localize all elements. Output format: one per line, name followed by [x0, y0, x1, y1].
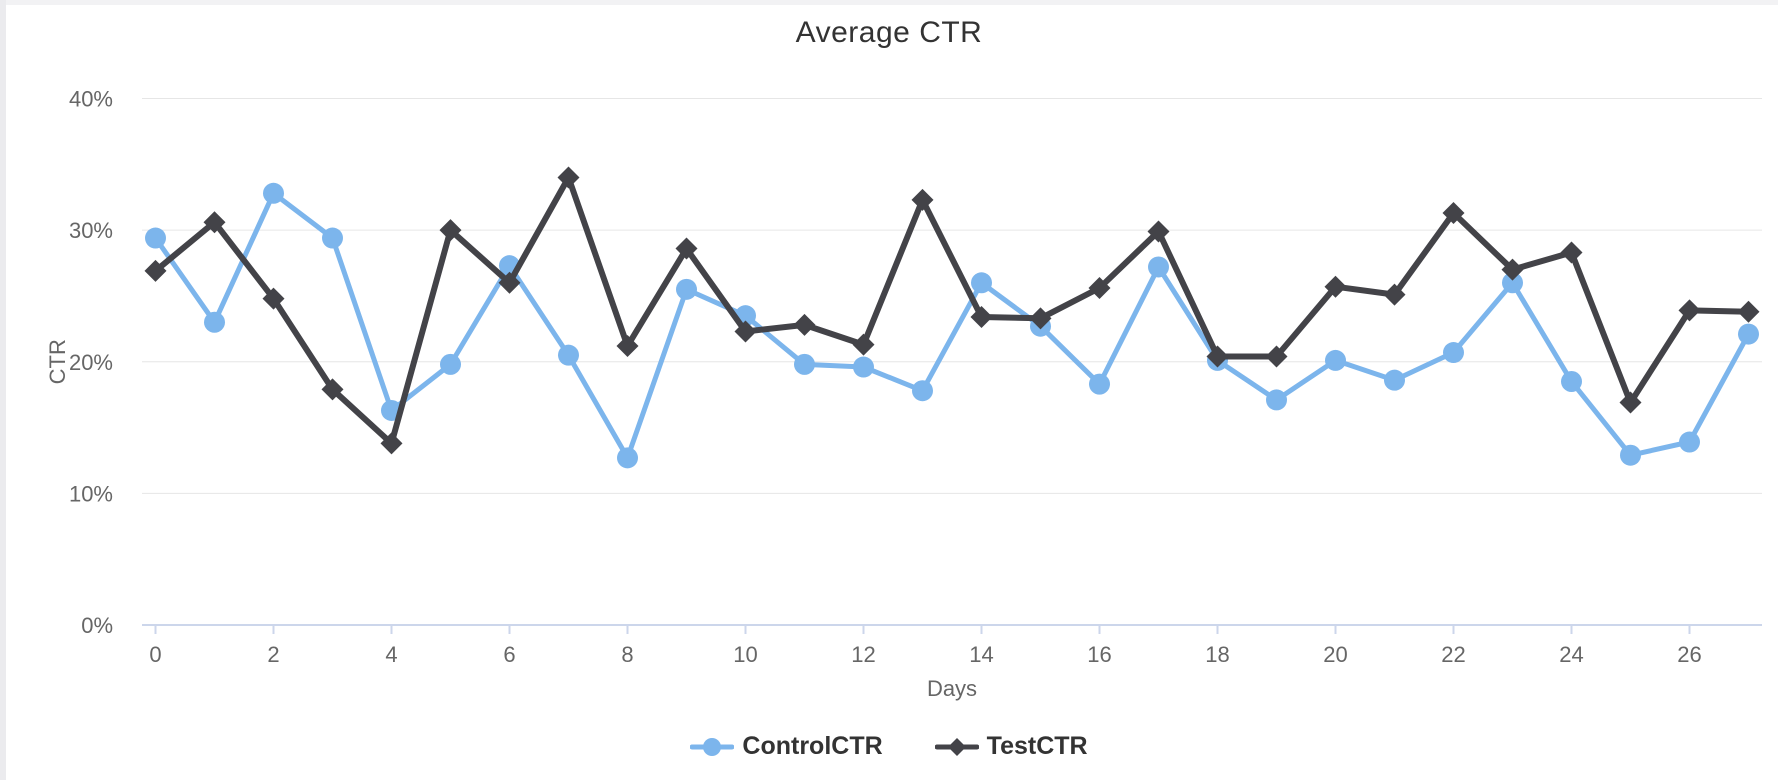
marker-testctr-day-1[interactable]: [203, 211, 226, 234]
marker-testctr-day-23[interactable]: [1501, 258, 1524, 281]
panel-edge-left: [0, 0, 6, 780]
marker-testctr-day-25[interactable]: [1619, 391, 1642, 414]
marker-testctr-day-12[interactable]: [852, 333, 875, 356]
marker-controlctr-day-3[interactable]: [322, 227, 343, 249]
marker-controlctr-day-17[interactable]: [1148, 256, 1169, 278]
x-tick-label-6: 6: [503, 642, 515, 667]
marker-testctr-day-21[interactable]: [1383, 283, 1406, 306]
plot-svg: 0 2 4 6 8 10 12 14 16 18 20 22 24 260%10%20%30%40%Day…: [45, 87, 1762, 701]
marker-testctr-day-26[interactable]: [1678, 299, 1701, 322]
x-tick-label-8: 8: [621, 642, 633, 667]
marker-testctr-day-17[interactable]: [1147, 220, 1170, 243]
marker-testctr-day-14[interactable]: [970, 305, 993, 328]
marker-testctr-day-16[interactable]: [1088, 277, 1111, 300]
marker-testctr-day-24[interactable]: [1560, 241, 1583, 264]
marker-controlctr-day-19[interactable]: [1266, 389, 1287, 411]
marker-testctr-day-2[interactable]: [262, 287, 285, 310]
y-axis-title: CTR: [45, 339, 70, 384]
marker-testctr-day-27[interactable]: [1737, 300, 1760, 323]
series-line-controlctr: [153, 190, 1751, 461]
panel-edge-top: [0, 0, 1778, 5]
legend: ControlCTR TestCTR: [0, 732, 1778, 761]
marker-controlctr-day-5[interactable]: [440, 353, 461, 375]
legend-label-testctr: TestCTR: [986, 732, 1088, 760]
marker-testctr-day-18[interactable]: [1206, 345, 1229, 368]
x-tick-label-2: 2: [267, 642, 279, 667]
y-tick-label-20: 20%: [69, 350, 113, 375]
testctr-legend-marker-icon: [934, 737, 979, 756]
marker-testctr-day-7[interactable]: [557, 166, 580, 189]
marker-testctr-day-6[interactable]: [498, 271, 521, 294]
marker-controlctr-day-11[interactable]: [794, 353, 815, 375]
y-tick-label-40: 40%: [69, 87, 113, 112]
marker-controlctr-day-26[interactable]: [1679, 431, 1700, 453]
marker-testctr-day-5[interactable]: [439, 219, 462, 242]
legend-item-controlctr[interactable]: ControlCTR: [690, 732, 883, 761]
marker-controlctr-day-25[interactable]: [1620, 444, 1641, 466]
marker-controlctr-day-22[interactable]: [1443, 342, 1464, 364]
marker-controlctr-day-13[interactable]: [912, 380, 933, 402]
marker-controlctr-day-21[interactable]: [1384, 369, 1405, 391]
marker-testctr-day-15[interactable]: [1029, 307, 1052, 330]
marker-controlctr-day-27[interactable]: [1738, 323, 1759, 345]
marker-testctr-day-9[interactable]: [675, 237, 698, 260]
marker-testctr-day-4[interactable]: [380, 432, 403, 455]
x-tick-label-18: 18: [1205, 642, 1229, 667]
x-tick-label-20: 20: [1323, 642, 1347, 667]
controlctr-legend-marker-icon: [690, 737, 735, 756]
marker-testctr-day-3[interactable]: [321, 378, 344, 401]
x-tick-label-10: 10: [733, 642, 757, 667]
marker-testctr-day-19[interactable]: [1265, 345, 1288, 368]
marker-controlctr-day-14[interactable]: [971, 272, 992, 294]
marker-testctr-day-11[interactable]: [793, 313, 816, 336]
x-tick-label-14: 14: [969, 642, 993, 667]
x-tick-label-24: 24: [1559, 642, 1583, 667]
marker-controlctr-day-23[interactable]: [1502, 272, 1523, 294]
marker-controlctr-day-0[interactable]: [145, 227, 166, 249]
marker-controlctr-day-9[interactable]: [676, 278, 697, 300]
y-tick-label-0: 0%: [81, 613, 113, 638]
marker-controlctr-day-2[interactable]: [263, 182, 284, 204]
marker-testctr-day-22[interactable]: [1442, 202, 1465, 225]
marker-testctr-day-20[interactable]: [1324, 275, 1347, 298]
x-tick-label-0: 0: [149, 642, 161, 667]
marker-controlctr-day-12[interactable]: [853, 356, 874, 378]
series-line-testctr: [152, 174, 1752, 447]
marker-testctr-day-0[interactable]: [144, 259, 167, 282]
y-tick-label-30: 30%: [69, 218, 113, 243]
x-tick-label-12: 12: [851, 642, 875, 667]
marker-controlctr-day-16[interactable]: [1089, 373, 1110, 395]
marker-testctr-day-8[interactable]: [616, 334, 639, 357]
marker-controlctr-day-7[interactable]: [558, 344, 579, 366]
marker-controlctr-day-24[interactable]: [1561, 370, 1582, 392]
x-axis-title: Days: [927, 676, 977, 701]
legend-label-controlctr: ControlCTR: [742, 732, 883, 760]
y-tick-label-10: 10%: [69, 481, 113, 506]
x-tick-label-26: 26: [1677, 642, 1701, 667]
marker-controlctr-day-1[interactable]: [204, 311, 225, 333]
chart-title: Average CTR: [795, 16, 983, 49]
x-tick-label-16: 16: [1087, 642, 1111, 667]
marker-controlctr-day-20[interactable]: [1325, 349, 1346, 371]
x-tick-label-22: 22: [1441, 642, 1465, 667]
marker-controlctr-day-8[interactable]: [617, 447, 638, 469]
x-tick-label-4: 4: [385, 642, 397, 667]
marker-testctr-day-13[interactable]: [911, 188, 934, 211]
marker-testctr-day-10[interactable]: [734, 320, 757, 343]
legend-item-testctr[interactable]: TestCTR: [934, 732, 1088, 761]
